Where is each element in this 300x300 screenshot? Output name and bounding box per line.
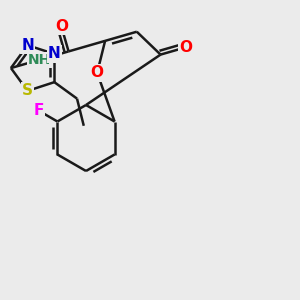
Text: O: O [55,19,68,34]
Text: N: N [48,46,61,62]
Text: N: N [21,38,34,53]
Text: O: O [91,65,104,80]
Text: NH: NH [28,53,51,67]
Text: S: S [22,83,33,98]
Text: O: O [179,40,192,55]
Text: F: F [33,103,43,118]
